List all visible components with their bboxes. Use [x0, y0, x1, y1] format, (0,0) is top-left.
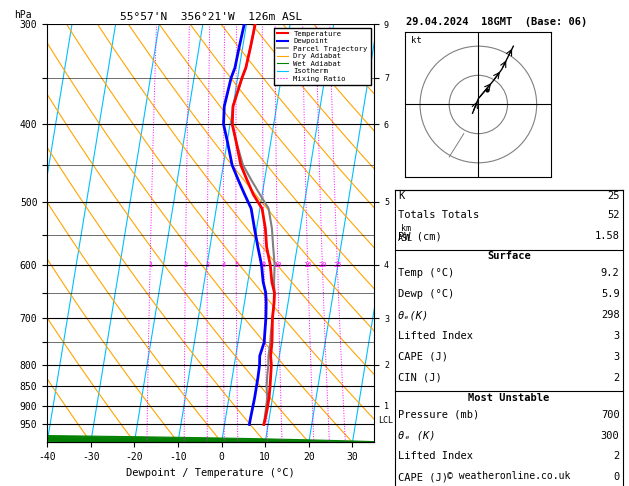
Text: 5.9: 5.9 [601, 289, 620, 299]
Text: 20: 20 [318, 262, 326, 268]
Text: kt: kt [411, 36, 422, 45]
Text: Lifted Index: Lifted Index [398, 331, 473, 341]
Text: 700: 700 [601, 410, 620, 420]
Text: Surface: Surface [487, 251, 531, 261]
Text: LCL: LCL [379, 417, 393, 425]
Text: CAPE (J): CAPE (J) [398, 352, 448, 362]
Text: 29.04.2024  18GMT  (Base: 06): 29.04.2024 18GMT (Base: 06) [406, 17, 587, 27]
Text: © weatheronline.co.uk: © weatheronline.co.uk [447, 471, 571, 481]
Text: K: K [398, 191, 404, 201]
Text: 8: 8 [262, 262, 266, 268]
Text: 52: 52 [607, 210, 620, 221]
Text: 2: 2 [613, 451, 620, 462]
Title: 55°57'N  356°21'W  126m ASL: 55°57'N 356°21'W 126m ASL [120, 12, 302, 22]
Text: 25: 25 [607, 191, 620, 201]
Text: 2: 2 [613, 373, 620, 383]
Text: 2: 2 [183, 262, 187, 268]
Text: 1: 1 [148, 262, 152, 268]
Text: 10: 10 [274, 262, 282, 268]
Text: 5: 5 [234, 262, 238, 268]
Text: hPa: hPa [14, 10, 32, 20]
Text: 25: 25 [333, 262, 342, 268]
Text: CIN (J): CIN (J) [398, 373, 442, 383]
Text: θₑ(K): θₑ(K) [398, 310, 430, 320]
Text: Lifted Index: Lifted Index [398, 451, 473, 462]
Y-axis label: km
ASL: km ASL [398, 224, 413, 243]
Text: 3: 3 [205, 262, 209, 268]
Text: PW (cm): PW (cm) [398, 231, 442, 242]
Text: θₑ (K): θₑ (K) [398, 431, 436, 441]
Text: Totals Totals: Totals Totals [398, 210, 479, 221]
Text: 298: 298 [601, 310, 620, 320]
Text: 16: 16 [303, 262, 312, 268]
Text: 0: 0 [613, 472, 620, 483]
Text: 3: 3 [613, 352, 620, 362]
Text: 1.58: 1.58 [594, 231, 620, 242]
Text: Most Unstable: Most Unstable [468, 393, 550, 403]
Text: Pressure (mb): Pressure (mb) [398, 410, 479, 420]
Text: CAPE (J): CAPE (J) [398, 472, 448, 483]
Text: 3: 3 [613, 331, 620, 341]
Text: 9.2: 9.2 [601, 268, 620, 278]
X-axis label: Dewpoint / Temperature (°C): Dewpoint / Temperature (°C) [126, 468, 295, 478]
Text: Dewp (°C): Dewp (°C) [398, 289, 454, 299]
Text: 300: 300 [601, 431, 620, 441]
Legend: Temperature, Dewpoint, Parcel Trajectory, Dry Adiabat, Wet Adiabat, Isotherm, Mi: Temperature, Dewpoint, Parcel Trajectory… [274, 28, 370, 85]
Text: 4: 4 [221, 262, 225, 268]
Text: Temp (°C): Temp (°C) [398, 268, 454, 278]
